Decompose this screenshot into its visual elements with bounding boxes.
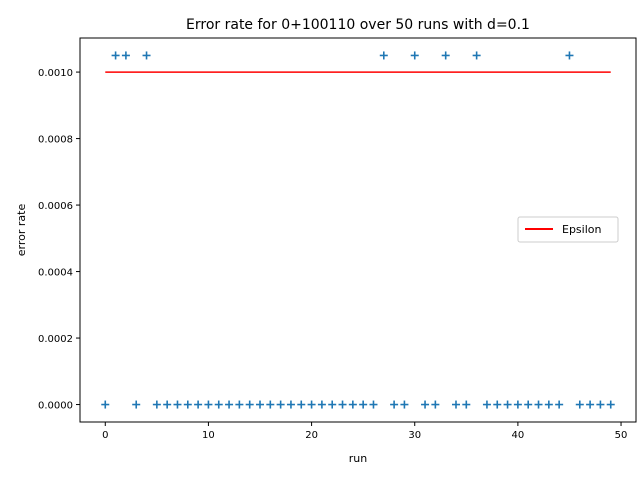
data-point [482,400,491,409]
legend-epsilon-label: Epsilon [562,223,602,236]
data-point [152,400,161,409]
data-point [462,400,471,409]
data-point [575,400,584,409]
x-tick-label: 10 [202,430,215,441]
data-point [390,400,399,409]
data-point [544,400,553,409]
data-point [245,400,254,409]
data-point [307,400,316,409]
data-point [472,51,481,60]
y-tick-label: 0.0004 [38,268,73,279]
data-point [111,51,120,60]
data-point [431,400,440,409]
data-point [276,400,285,409]
data-point [369,400,378,409]
y-tick-label: 0.0000 [38,401,73,412]
y-tick-label: 0.0010 [38,68,73,79]
data-point [503,400,512,409]
data-point [379,51,388,60]
data-point [132,400,141,409]
chart-title: Error rate for 0+100110 over 50 runs wit… [186,17,530,33]
data-point [338,400,347,409]
data-point [183,400,192,409]
x-tick-label: 40 [512,430,525,441]
data-point [101,400,110,409]
x-tick-label: 30 [408,430,421,441]
data-point [204,400,213,409]
data-point [266,400,275,409]
data-point [235,400,244,409]
data-point [565,51,574,60]
axes-frame [79,37,637,423]
x-axis-label: run [349,452,367,465]
data-point [121,51,130,60]
y-tick-label: 0.0002 [38,334,73,345]
data-point [493,400,502,409]
data-point [256,400,265,409]
x-tick-label: 20 [305,430,318,441]
data-point [451,400,460,409]
x-axis: 0 10 20 30 40 50 [102,422,627,441]
data-point [555,400,564,409]
y-axis-label: error rate [15,204,28,257]
data-point [194,400,203,409]
legend-box [517,216,619,243]
plot-area [101,51,615,409]
data-point [328,400,337,409]
data-point [513,400,522,409]
legend: Epsilon [517,216,619,243]
y-tick-label: 0.0006 [38,201,73,212]
data-point [359,400,368,409]
data-point [441,51,450,60]
data-point [142,51,151,60]
data-point [317,400,326,409]
data-point [606,400,615,409]
data-point [173,400,182,409]
data-point [348,400,357,409]
data-point [286,400,295,409]
x-tick-label: 50 [615,430,628,441]
data-point [421,400,430,409]
data-point [596,400,605,409]
data-point [163,400,172,409]
data-point [225,400,234,409]
data-point [524,400,533,409]
data-point [586,400,595,409]
x-tick-label: 0 [102,430,108,441]
data-point [534,400,543,409]
y-axis: 0.0000 0.0002 0.0004 0.0006 0.0008 0.0010 [38,68,80,412]
data-point [400,400,409,409]
y-tick-label: 0.0008 [38,135,73,146]
data-point [297,400,306,409]
data-point [410,51,419,60]
data-point [214,400,223,409]
